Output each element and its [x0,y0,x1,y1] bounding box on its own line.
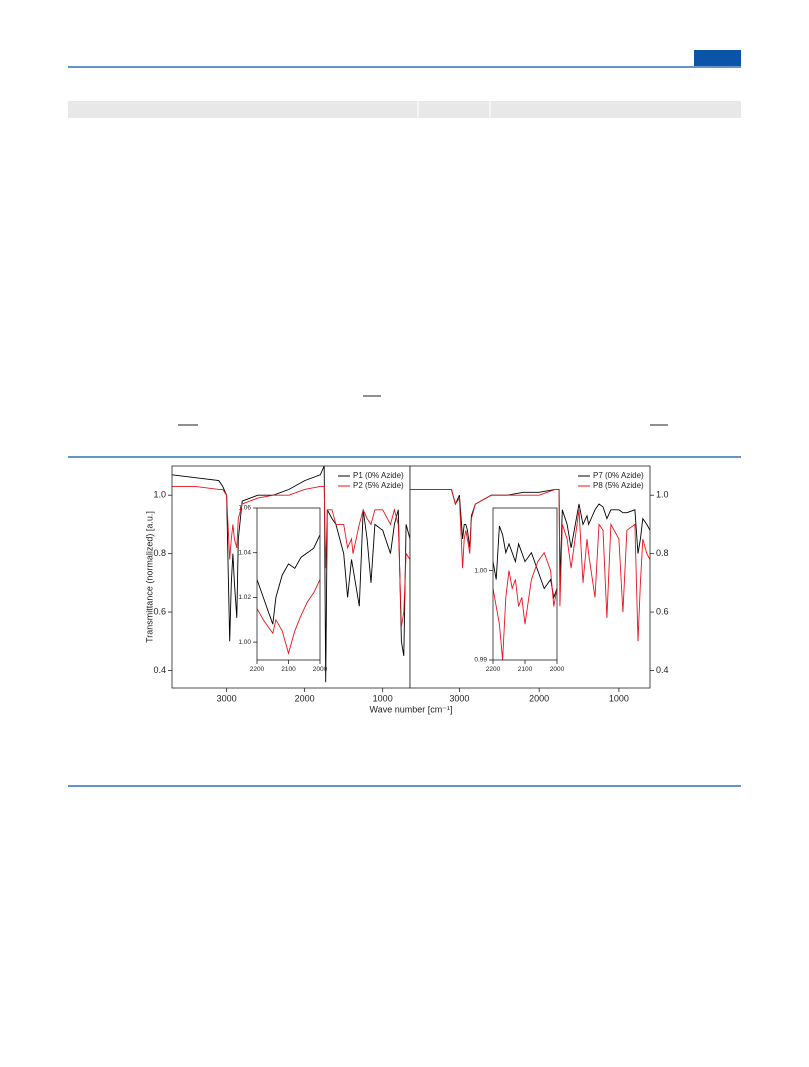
spectrum-line [493,551,557,660]
spectrum-line [493,525,557,600]
x-tick-label: 2200 [486,666,501,673]
x-tick-label: 2100 [518,666,533,673]
y-tick-label: 0.6 [153,606,166,616]
table-header-bar [68,101,741,118]
spectrum-line [257,534,320,625]
legend-label: P8 (5% Azide) [593,481,644,490]
x-axis-label: Wave number [cm⁻¹] [370,704,453,714]
y-tick-label: 0.8 [656,548,669,558]
legend-label: P7 (0% Azide) [593,471,644,480]
y-tick-label: 0.99 [474,657,487,664]
y-tick-label: 1.0 [656,490,669,500]
x-tick-label: 1000 [373,694,393,704]
y-tick-label: 0.4 [656,665,669,675]
y-tick-label: 1.02 [238,594,251,601]
spectrum-line [172,485,410,627]
spectrum-line [410,488,650,583]
x-tick-label: 2000 [313,666,328,673]
x-tick-label: 2200 [250,666,265,673]
legend-label: P2 (5% Azide) [353,481,404,490]
y-tick-label: 1.00 [238,639,251,646]
legend-label: P1 (0% Azide) [353,471,404,480]
x-tick-label: 2000 [550,666,565,673]
plot-frame [409,465,651,689]
spectrum-line [410,488,650,642]
y-tick-label: 0.6 [656,606,669,616]
y-axis-label: Transmittance (normalized) [a.u.] [144,511,154,643]
x-tick-label: 3000 [217,694,237,704]
y-tick-label: 1.00 [474,567,487,574]
x-tick-label: 2000 [295,694,315,704]
x-tick-label: 1000 [609,694,629,704]
y-tick-label: 1.0 [153,490,166,500]
x-tick-label: 3000 [449,694,469,704]
spectrum-line [257,579,320,655]
y-tick-label: 1.06 [238,505,251,512]
header-badge [694,50,741,66]
y-tick-label: 0.4 [153,665,166,675]
y-tick-label: 1.04 [238,549,251,556]
x-tick-label: 2000 [529,694,549,704]
figure: Wave number [cm⁻¹] Transmittance (normal… [144,465,669,714]
plot-area [257,508,320,660]
y-tick-label: 0.8 [153,548,166,558]
x-tick-label: 2100 [281,666,296,673]
